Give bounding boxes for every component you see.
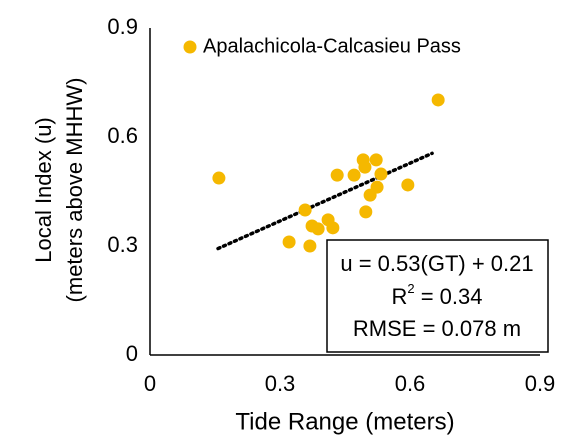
annotation: RMSE = 0.078 m: [353, 316, 521, 341]
point: [358, 160, 372, 174]
x-tick-label: 0.6: [395, 371, 426, 396]
point: [370, 180, 384, 194]
legend-label: Apalachicola-Calcasieu Pass: [203, 35, 461, 57]
point: [298, 203, 312, 217]
x-tick-label: 0: [144, 371, 156, 396]
y-axis-label: (meters above MHHW): [62, 78, 87, 303]
point: [212, 171, 226, 185]
point: [347, 168, 361, 182]
point: [431, 93, 445, 107]
x-tick-label: 0.9: [525, 371, 556, 396]
point: [330, 168, 344, 182]
y-tick-label: 0: [126, 341, 138, 366]
annotation: u = 0.53(GT) + 0.21: [340, 251, 533, 276]
x-axis-label: Tide Range (meters): [235, 408, 454, 435]
x-tick-label: 0.3: [265, 371, 296, 396]
point: [326, 221, 340, 235]
annotation-box: [326, 239, 549, 353]
y-tick-label: 0.3: [107, 232, 138, 257]
annotation: R2 = 0.34: [391, 281, 482, 308]
point: [282, 235, 296, 249]
annotation: 2: [407, 281, 414, 296]
point: [374, 167, 388, 181]
point: [359, 205, 373, 219]
y-tick-label: 0.9: [107, 14, 138, 39]
point: [303, 239, 317, 253]
annotation: R: [391, 284, 407, 309]
annotation: = 0.34: [415, 284, 483, 309]
legend-marker: [183, 40, 197, 54]
trendline: [216, 151, 434, 251]
y-tick-label: 0.6: [107, 123, 138, 148]
y-axis-label: Local Index (u): [31, 117, 56, 263]
point: [401, 178, 415, 192]
point: [369, 153, 383, 167]
point: [311, 222, 325, 236]
